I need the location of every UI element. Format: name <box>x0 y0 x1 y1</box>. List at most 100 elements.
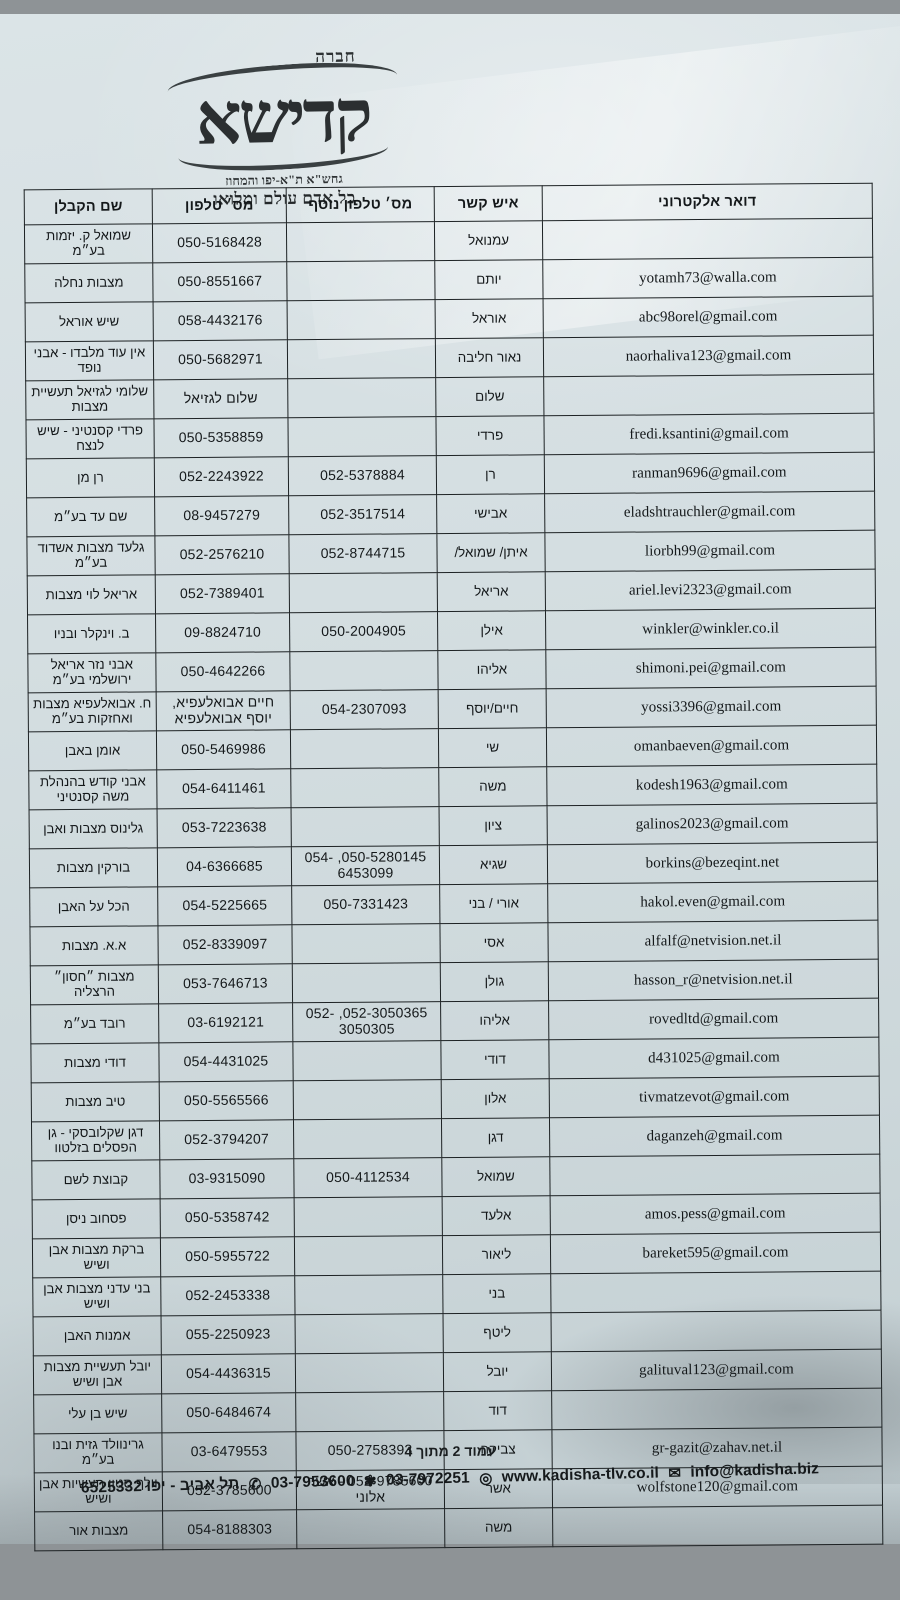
cell-contractor-name: גלעד מצבות אשדוד בע״מ <box>26 535 156 576</box>
footer-phone: 03-7953600 <box>270 1472 355 1492</box>
table-row: winkler@winkler.co.il אילן 050-2004905 09-8… <box>27 608 876 654</box>
cell-phone-additional <box>287 416 437 457</box>
mail-icon: ✉ <box>668 1464 682 1482</box>
cell-contractor-name: ברקת מצבות אבן ושיש <box>32 1237 161 1278</box>
cell-contact: פרדי <box>435 415 545 456</box>
cell-contractor-name: רובד בע״מ <box>30 1003 159 1044</box>
cell-phone-additional <box>289 572 438 613</box>
cell-email: daganzeh@gmail.com <box>549 1115 880 1157</box>
cell-contractor-name: דגן שקלובסקי - גן הפסלים בזלטוו <box>31 1120 160 1161</box>
cell-contractor-name: שיש אוראל <box>25 301 154 342</box>
header-phone: מס׳ טלפון <box>152 187 287 224</box>
cell-contact: נאור חליבה <box>435 337 544 378</box>
cell-contractor-name: אומן באבן <box>28 730 157 771</box>
cell-email: kodesh1963@gmail.com <box>546 764 878 806</box>
cell-email: amos.pess@gmail.com <box>550 1193 881 1235</box>
cell-phone: 050-4642266 <box>155 651 291 692</box>
cell-phone: 054-5225665 <box>157 885 292 926</box>
cell-phone: 053-7223638 <box>157 807 292 848</box>
cell-phone: 054-4431025 <box>158 1041 294 1082</box>
footer-fax: 03-7972251 <box>385 1469 470 1489</box>
table-row: משה 054-8188303 מצבות אור <box>34 1505 883 1551</box>
table-row: שלום שלום לגזיאל שלומי לגזיאל תעשיית מצבות <box>25 374 874 420</box>
table-row: דוד 050-6484674 שיש בן עלי <box>33 1388 882 1434</box>
cell-contractor-name: גלינוס מצבות ואבן <box>29 808 158 849</box>
cell-email <box>551 1310 882 1352</box>
fax-icon: ✾ <box>363 1472 377 1490</box>
cell-contractor-name: רן מן <box>26 457 155 498</box>
cell-phone: 050-5469986 <box>156 729 291 770</box>
cell-email: borkins@bezeqint.net <box>547 842 878 884</box>
cell-phone: 052-2576210 <box>154 534 290 575</box>
cell-phone: 052-3794207 <box>159 1119 294 1160</box>
globe-icon: ◎ <box>478 1469 493 1487</box>
cell-contact: דוד <box>443 1390 552 1431</box>
table-row: abc98orel@gmail.com אוראל 058-4432176 שיש א… <box>25 296 874 342</box>
cell-contractor-name: אין עוד מלבדו - אבני נופד <box>25 340 154 381</box>
cell-email <box>542 218 873 260</box>
cell-contact: חיים/יוסף <box>438 688 547 729</box>
cell-phone-additional <box>294 1196 443 1237</box>
header-phone2: מס׳ טלפון נוסף <box>286 186 435 223</box>
cell-contact: אורי / בני <box>439 883 548 924</box>
table-row: d431025@gmail.com דודי 054-4431025 דודי מצב… <box>30 1037 880 1083</box>
cell-email <box>543 374 874 416</box>
cell-phone: 054-8188303 <box>162 1509 297 1550</box>
cell-email <box>549 1154 881 1196</box>
cell-contractor-name: שמואל ק. יזמות בע״מ <box>24 223 153 264</box>
table-row: galituval123@gmail.com יובל 054-4436315 יוב… <box>33 1349 882 1395</box>
cell-contact: שלום <box>435 376 544 417</box>
cell-phone-additional <box>295 1352 444 1393</box>
cell-phone: 050-5955722 <box>160 1236 295 1277</box>
table-row: ליטף 055-2250923 אמנות האבן <box>33 1310 882 1356</box>
cell-email: bareket595@gmail.com <box>550 1232 881 1274</box>
table-body: עמנואל 050-5168428 שמואל ק. יזמות בע״מ yota… <box>24 218 883 1551</box>
cell-contractor-name: אריאל לוי מצבות <box>27 574 156 615</box>
table-row: eladshtrauchler@gmail.com אבישי 052-351751… <box>26 491 875 537</box>
cell-phone-additional <box>293 1118 442 1159</box>
header-email: דואר אלקטרוני <box>542 183 873 221</box>
cell-contact: אליהו <box>440 1000 549 1041</box>
contractor-table: דואר אלקטרוני איש קשר מס׳ טלפון נוסף מס׳… <box>24 183 884 1552</box>
cell-contractor-name: ח. אבואלעפיא מצבות ואחזקות בע״מ <box>28 691 157 732</box>
cell-contractor-name: פרדי קסנטיני - שיש לנצח <box>25 418 155 459</box>
cell-phone: 052-7389401 <box>155 573 290 614</box>
cell-contractor-name: יובל תעשיית מצבות אבן ושיש <box>33 1354 162 1395</box>
cell-contractor-name: מצבות אור <box>34 1510 163 1551</box>
cell-phone-additional: 054-2307093 <box>290 689 439 730</box>
cell-phone: 054-4436315 <box>161 1353 296 1394</box>
cell-email: yotamh73@walla.com <box>542 257 874 299</box>
cell-phone: 050-5565566 <box>159 1080 294 1121</box>
cell-phone-additional: 050-4112534 <box>293 1157 443 1198</box>
cell-phone-additional <box>295 1313 444 1354</box>
cell-email: tivmatzevot@gmail.com <box>549 1076 880 1118</box>
contractor-table-container: דואר אלקטרוני איש קשר מס׳ טלפון נוסף מס׳… <box>24 183 884 1552</box>
table-row: yossi3396@gmail.com חיים/יוסף 054-2307093 ח… <box>28 686 877 732</box>
cell-phone: 03-6192121 <box>158 1002 293 1043</box>
cell-phone-additional: 050-5280145, 054-6453099 <box>291 845 440 886</box>
cell-contact: ליטף <box>443 1312 552 1353</box>
cell-email: omanbaeven@gmail.com <box>546 725 877 767</box>
cell-email <box>550 1271 881 1313</box>
cell-contact: אליהו <box>437 649 547 690</box>
cell-phone: 04-6366685 <box>157 846 292 887</box>
cell-email: d431025@gmail.com <box>548 1037 880 1079</box>
cell-phone: 052-2243922 <box>154 456 289 497</box>
phone-icon: ✆ <box>248 1475 262 1493</box>
cell-phone-additional <box>295 1391 444 1432</box>
cell-phone-additional <box>287 338 436 379</box>
cell-phone: 050-5358859 <box>153 417 289 458</box>
cell-phone: 055-2250923 <box>161 1314 296 1355</box>
cell-contractor-name: מצבות ״חסון״ הרצליה <box>30 964 159 1005</box>
cell-email: hasson_r@netvision.net.il <box>548 959 879 1001</box>
cell-phone: 052-2453338 <box>160 1275 296 1316</box>
cell-contact: ליאור <box>442 1234 551 1275</box>
footer-email: info@kadisha.biz <box>690 1460 820 1481</box>
table-row: bareket595@gmail.com ליאור 050-5955722 ברקת… <box>32 1232 881 1278</box>
cell-contact: ציון <box>439 805 548 846</box>
cell-email: ariel.levi2323@gmail.com <box>545 569 876 611</box>
cell-phone: 03-9315090 <box>159 1158 295 1199</box>
cell-email: galinos2023@gmail.com <box>547 803 878 845</box>
table-row: naorhaliva123@gmail.com נאור חליבה 050-568… <box>25 335 874 381</box>
header-name: שם הקבלן <box>24 188 153 225</box>
